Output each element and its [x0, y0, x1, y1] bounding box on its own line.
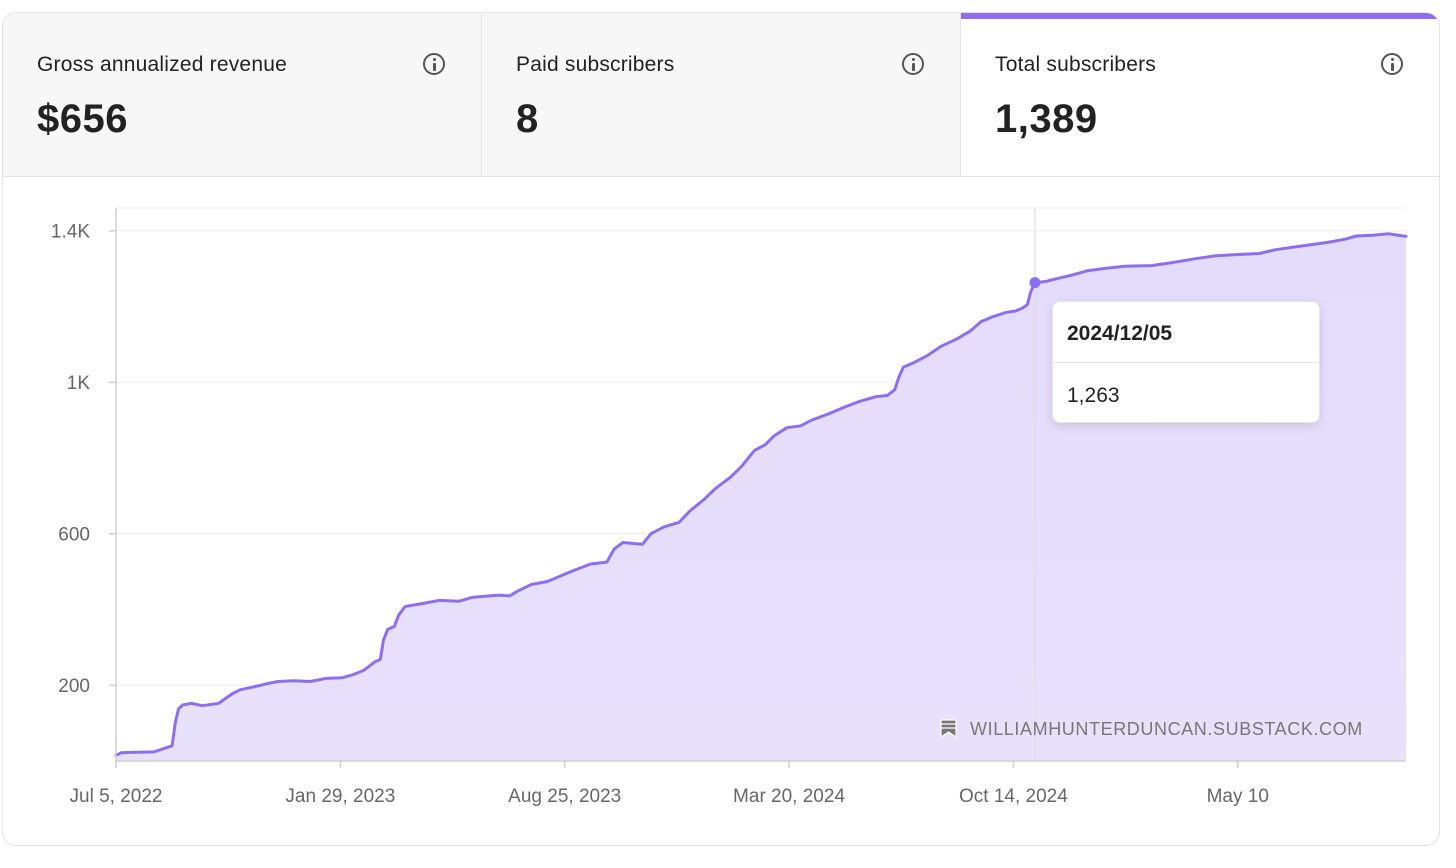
tooltip-date: 2024/12/05 [1067, 322, 1173, 345]
y-tick-label: 200 [58, 676, 90, 697]
x-tick-label: Mar 20, 2024 [733, 786, 845, 807]
bookmark-icon [940, 719, 957, 739]
x-tick-label: Jan 29, 2023 [285, 786, 395, 807]
series-line [114, 232, 1408, 757]
tab-total-subscribers[interactable]: Total subscribers 1,389 [961, 13, 1439, 176]
metric-value: 1,389 [995, 97, 1098, 141]
watermark-text: WILLIAMHUNTERDUNCAN.SUBSTACK.COM [970, 719, 1363, 739]
tab-paid-subscribers[interactable]: Paid subscribers 8 [482, 13, 961, 176]
tab-gross-annualized-revenue[interactable]: Gross annualized revenue $656 [3, 13, 482, 176]
info-icon[interactable] [1381, 53, 1403, 75]
watermark[interactable]: WILLIAMHUNTERDUNCAN.SUBSTACK.COM [940, 719, 1363, 739]
x-tick-label: Oct 14, 2024 [959, 786, 1068, 807]
y-tick-label: 1K [67, 373, 91, 394]
x-tick-label: Aug 25, 2023 [508, 786, 621, 807]
metric-label: Total subscribers [995, 53, 1156, 76]
tooltip-value: 1,263 [1067, 384, 1120, 407]
metric-value: 8 [516, 97, 539, 141]
info-icon[interactable] [423, 53, 445, 75]
y-tick-label: 1.4K [51, 222, 90, 243]
hover-point [1029, 277, 1041, 289]
metric-value: $656 [37, 97, 128, 141]
metric-label: Gross annualized revenue [37, 53, 287, 76]
label-layer: 200 600 1K 1.4K Jul 5, 2022 Jan 29, 2023 Aug 2… [51, 222, 1269, 807]
y-tick-label: 600 [58, 525, 90, 546]
x-tick-label: Jul 5, 2022 [70, 786, 163, 807]
metric-label: Paid subscribers [516, 53, 675, 76]
chart-tooltip: 2024/12/05 1,263 [1052, 301, 1320, 423]
area-layer [114, 208, 1408, 762]
info-icon[interactable] [902, 53, 924, 75]
x-tick-label: May 10 [1207, 786, 1269, 807]
axis-layer [109, 208, 1406, 768]
metric-tabs: Gross annualized revenue $656 Paid subsc… [3, 13, 1439, 177]
tooltip-divider [1053, 362, 1319, 363]
